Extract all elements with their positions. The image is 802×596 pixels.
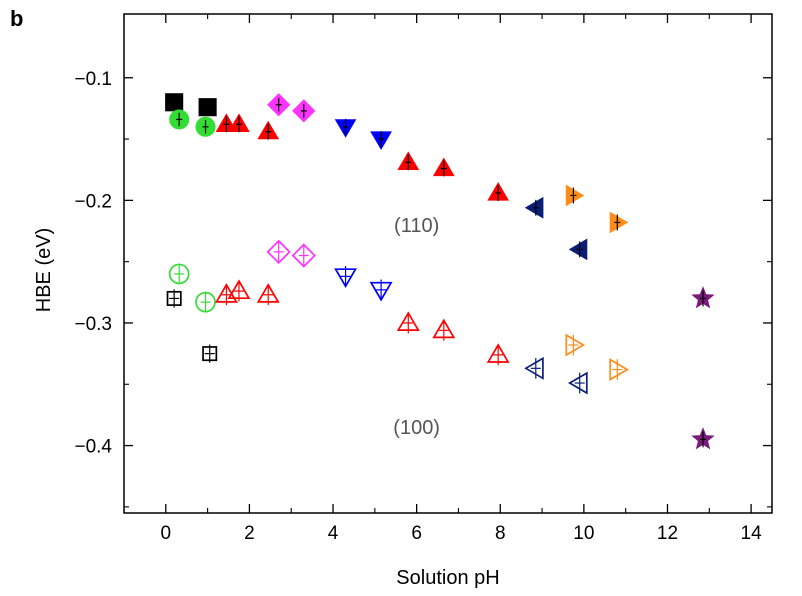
data-point-diamond-open: [291, 243, 316, 268]
data-point-circle: [195, 116, 216, 137]
data-point-diamond-open: [266, 239, 291, 265]
data-point-triangle-up-open: [227, 279, 251, 302]
data-point-triangle-up: [487, 182, 509, 201]
axis-ticks: [123, 14, 772, 513]
x-tick-label: 2: [244, 523, 255, 544]
data-point-triangle-up: [432, 157, 455, 177]
data-point-triangle-up: [257, 120, 280, 140]
data-point-square-open: [202, 344, 218, 363]
x-tick-label: 10: [573, 523, 594, 544]
data-point-triangle-right-open: [609, 358, 629, 381]
x-tick-label: 0: [161, 523, 172, 544]
x-tick-label: 12: [657, 523, 678, 544]
data-point-star: [691, 286, 715, 309]
data-point-triangle-up-open: [256, 283, 280, 306]
y-tick-label: −0.1: [74, 69, 112, 90]
data-points: [165, 93, 715, 450]
data-point-triangle-left-open: [524, 356, 544, 380]
y-tick-label: −0.2: [74, 191, 112, 212]
annotations: (110) (100): [393, 215, 440, 439]
surface-label: (110): [394, 215, 439, 237]
data-point-triangle-up-open: [486, 343, 510, 366]
data-point-triangle-down: [370, 131, 392, 150]
data-point-triangle-left-open: [568, 371, 588, 395]
data-point-diamond: [267, 93, 291, 117]
y-axis-title: HBE (eV): [33, 228, 55, 312]
data-point-diamond: [292, 99, 316, 123]
data-point-circle: [169, 109, 190, 130]
x-tick-label: 6: [411, 523, 422, 544]
data-point-triangle-up: [397, 151, 420, 171]
surface-label: (100): [393, 417, 440, 439]
plot-frame: [123, 13, 773, 514]
data-point-triangle-left: [524, 196, 544, 219]
data-point-triangle-up-open: [396, 311, 420, 334]
data-point-triangle-down-open: [369, 279, 393, 302]
panel-label: b: [10, 6, 23, 31]
data-point-triangle-up-open: [215, 283, 238, 306]
data-point-square: [165, 93, 184, 112]
data-point-triangle-right: [609, 211, 629, 234]
x-tick-label: 8: [495, 523, 506, 544]
y-tick-label: −0.3: [74, 314, 112, 335]
data-point-triangle-up-open: [432, 318, 456, 341]
data-point-triangle-right-open: [565, 333, 586, 357]
y-tick-label: −0.4: [74, 437, 112, 458]
data-point-circle-open: [195, 291, 216, 313]
data-point-triangle-down: [334, 118, 357, 138]
data-point-star: [691, 427, 715, 450]
data-point-circle-open: [168, 263, 190, 285]
data-point-triangle-down-open: [334, 266, 357, 288]
x-tick-label: 14: [741, 523, 763, 544]
data-point-triangle-left: [568, 238, 588, 261]
data-point-square: [198, 98, 217, 117]
data-point-square-open: [166, 289, 182, 308]
x-tick-label: 4: [328, 523, 339, 544]
axis-tick-labels: 0 2 4 6 8 10 12 14 −0.1 −0.2 −0.3 −0.4: [74, 69, 762, 544]
data-point-triangle-right: [565, 184, 585, 207]
data-point-triangle-up: [228, 113, 250, 133]
x-axis-title: Solution pH: [396, 567, 499, 589]
